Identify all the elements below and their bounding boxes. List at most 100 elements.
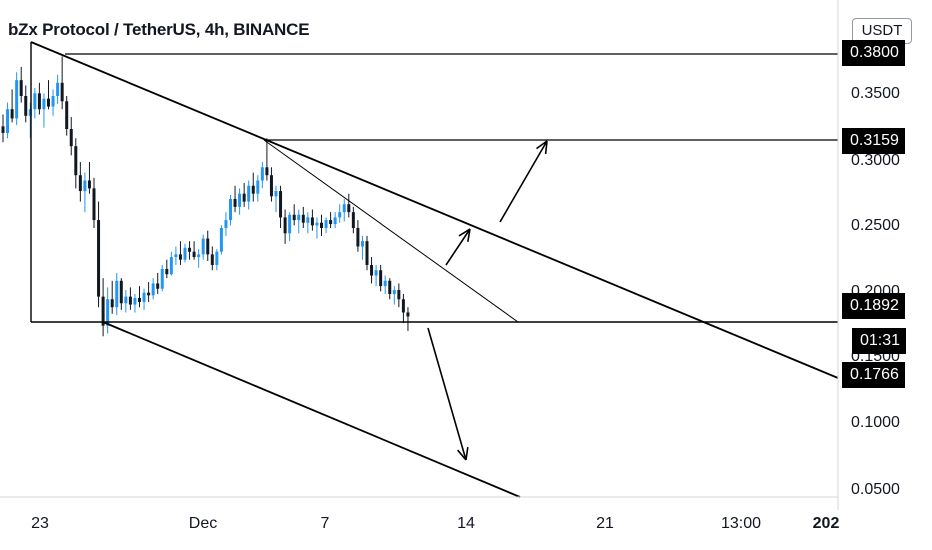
time-tick-label: 21 (596, 515, 614, 532)
candle-body (24, 96, 28, 116)
candle-body (206, 238, 210, 255)
candle-body (142, 292, 146, 302)
price-tick-label: 0.0500 (851, 481, 900, 498)
descending-resistance-line (30, 41, 839, 379)
candle-body (87, 180, 91, 189)
currency-unit-button[interactable]: USDT (852, 18, 912, 44)
candle-body (192, 251, 196, 258)
candle-body (297, 214, 301, 221)
time-tick-label: 202 (812, 515, 840, 532)
candle-body (178, 254, 182, 260)
candle-body (151, 283, 155, 296)
candle-body (47, 98, 50, 107)
candle-body (10, 109, 14, 119)
candle-body (388, 280, 392, 294)
candle-body (15, 80, 19, 119)
candlestick-series (1, 56, 410, 337)
candle-body (51, 96, 55, 107)
price-label-0.3159: 0.3159 (842, 128, 905, 154)
candle-body (101, 296, 105, 326)
candle-body (306, 217, 310, 223)
candle-body (238, 193, 242, 207)
candle-body (365, 241, 369, 265)
candle-body (351, 212, 355, 228)
price-tick-label: 0.2500 (851, 217, 900, 234)
inner-trend-line (263, 139, 519, 323)
candle-body (160, 268, 164, 289)
breakout-arrow-long-head (535, 140, 548, 150)
candle-body (279, 191, 283, 218)
candle-body (197, 254, 201, 258)
candle-body (188, 247, 192, 252)
price-tick-label: 0.1000 (851, 414, 900, 431)
candle-body (201, 238, 205, 255)
candle-body (229, 198, 232, 221)
price-tick-label: 0.3500 (851, 85, 900, 102)
candle-body (292, 214, 296, 221)
candle-body (406, 312, 410, 317)
candle-body (260, 167, 264, 181)
candle-body (210, 254, 214, 265)
candle-body (288, 214, 292, 234)
candle-body (1, 126, 5, 133)
bar-countdown-label: 01:31 (852, 328, 907, 354)
candle-body (174, 254, 178, 258)
breakdown-arrow (427, 327, 467, 461)
candle-body (265, 167, 269, 176)
candle-body (401, 299, 405, 313)
breakdown-arrow-head (457, 449, 467, 461)
time-tick-label: Dec (188, 515, 218, 532)
time-tick-label: 13:00 (720, 515, 762, 532)
candle-body (147, 292, 151, 296)
candle-body (37, 93, 41, 110)
drawing-layer (30, 41, 839, 498)
candle-body (215, 251, 219, 265)
candle-body (92, 188, 96, 221)
price-label-0.3800: 0.3800 (842, 40, 905, 66)
candle-body (65, 101, 69, 129)
breakout-arrow-short (445, 228, 471, 266)
candle-body (60, 82, 64, 102)
candle-body (56, 82, 60, 96)
candle-body (374, 270, 378, 276)
candle-body (324, 220, 328, 228)
candle-body (33, 93, 37, 110)
candle-body (269, 175, 273, 197)
candle-body (310, 217, 314, 226)
candle-body (69, 129, 73, 147)
candle-body (42, 98, 46, 110)
candle-body (124, 296, 128, 304)
candle-body (115, 280, 119, 308)
candle-body (356, 228, 360, 247)
candle-body (119, 280, 123, 304)
candle-body (110, 299, 114, 308)
candle-body (379, 270, 383, 287)
candle-body (338, 212, 342, 218)
candle-body (383, 280, 387, 287)
candle-body (83, 180, 87, 192)
breakout-arrow-short-head (458, 228, 471, 237)
candle-body (274, 191, 278, 197)
candle-body (74, 146, 78, 176)
breakout-arrow-long (499, 140, 548, 223)
candle-body (347, 204, 351, 213)
candle-body (97, 220, 101, 297)
candle-body (342, 204, 346, 213)
candle-body (329, 220, 333, 225)
chart-title: bZx Protocol / TetherUS, 4h, BINANCE (8, 20, 310, 39)
candle-body (133, 297, 137, 305)
candle-body (360, 241, 364, 247)
candle-body (320, 222, 323, 228)
time-tick-label: 7 (320, 515, 330, 532)
breakout-arrow-long-head (544, 140, 548, 155)
breakdown-arrow-head (465, 447, 469, 461)
candle-body (256, 180, 260, 194)
breakout-arrow-short-head (467, 228, 471, 242)
candle-body (183, 247, 187, 260)
candle-body (247, 185, 251, 202)
candle-body (156, 283, 160, 289)
candle-body (242, 193, 246, 202)
time-tick-label: 23 (31, 515, 49, 532)
candle-body (370, 264, 374, 276)
